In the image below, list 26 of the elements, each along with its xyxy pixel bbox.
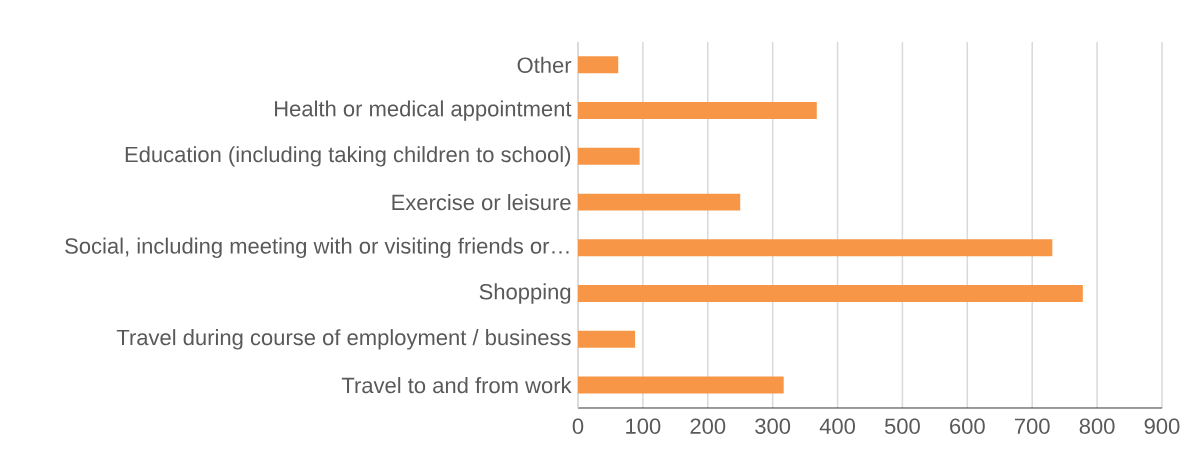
y-tick-label: Exercise or leisure <box>392 194 571 211</box>
bar <box>578 285 1083 303</box>
x-tick-label: 200 <box>690 418 726 434</box>
bar <box>578 193 741 211</box>
bar <box>578 330 636 348</box>
y-tick-label: Travel during course of employment / business <box>116 329 571 350</box>
bar <box>578 239 1053 257</box>
x-tick-label: 800 <box>1079 418 1115 434</box>
bar <box>578 56 619 74</box>
x-tick-label: 900 <box>1144 418 1180 434</box>
x-tick-label: 100 <box>626 418 661 434</box>
x-tick-label: 400 <box>819 418 856 434</box>
x-tick-label: 0 <box>572 418 584 434</box>
y-tick-label: Other <box>517 56 572 73</box>
bar <box>578 376 784 394</box>
y-tick-label: Education (including taking children to school) <box>125 146 571 167</box>
bar <box>578 147 640 165</box>
y-tick-label: Health or medical appointment <box>275 100 572 121</box>
y-tick-label: Social, including meeting with or visiting friends or… <box>65 237 569 259</box>
bar <box>578 102 817 120</box>
y-tick-label: Travel to and from work <box>341 377 572 394</box>
y-tick-label: Shopping <box>479 283 571 304</box>
x-tick-label: 700 <box>1014 418 1050 434</box>
x-tick-label: 300 <box>755 418 791 434</box>
x-tick-label: 500 <box>884 418 920 434</box>
x-tick-label: 600 <box>950 418 985 434</box>
